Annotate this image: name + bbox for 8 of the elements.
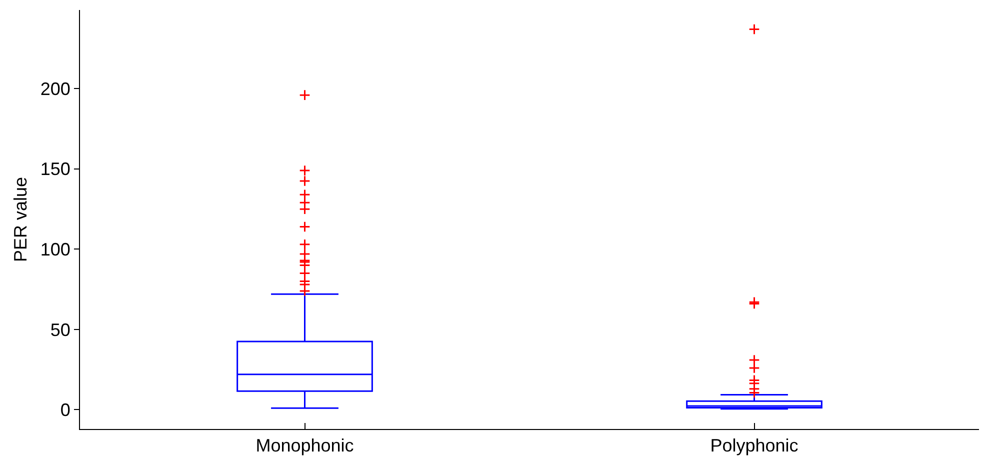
- y-tick-label: 150: [40, 159, 70, 180]
- y-tick-label: 50: [50, 320, 70, 340]
- y-axis-title: PER value: [10, 176, 31, 262]
- y-tick-label: 200: [40, 78, 70, 99]
- x-tick-label: Polyphonic: [710, 436, 798, 456]
- y-tick-label: 100: [40, 240, 70, 260]
- x-tick-label: Monophonic: [256, 436, 354, 456]
- y-tick-label: 0: [60, 400, 70, 420]
